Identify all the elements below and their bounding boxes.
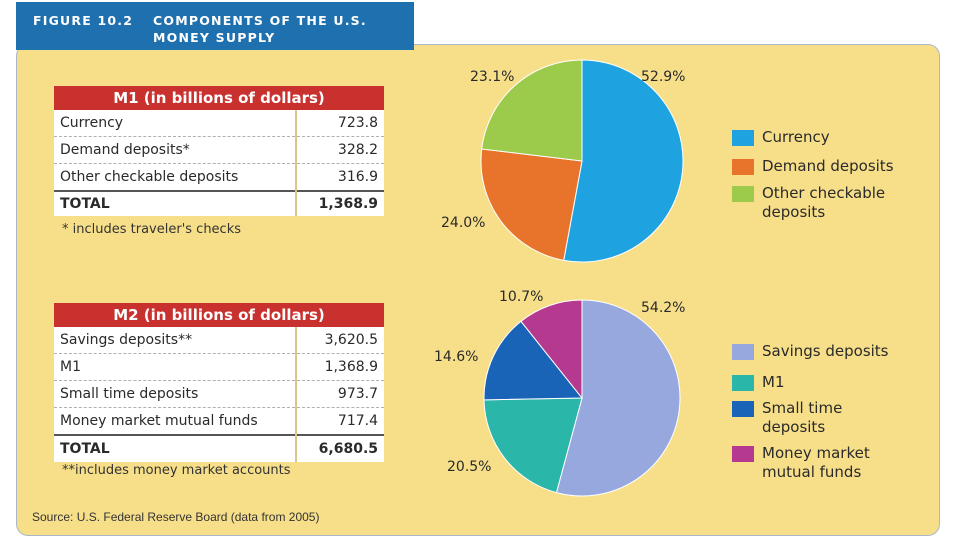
- legend-swatch: [732, 401, 754, 417]
- m2-pie-chart: 54.2% 20.5% 14.6% 10.7%: [434, 289, 685, 497]
- table-row: Money market mutual funds 717.4: [54, 407, 384, 436]
- legend-label: Other checkable deposits: [762, 184, 886, 221]
- row-value: 328.2: [294, 136, 384, 164]
- row-label: Currency: [54, 110, 296, 137]
- row-value: 3,620.5: [294, 327, 384, 354]
- total-value: 6,680.5: [294, 434, 384, 462]
- row-value: 973.7: [294, 380, 384, 408]
- pie-data-label: 54.2%: [641, 300, 685, 316]
- row-value: 723.8: [294, 110, 384, 137]
- legend-label: Currency: [762, 128, 830, 146]
- total-row: TOTAL 1,368.9: [54, 190, 384, 216]
- table-row: Small time deposits 973.7: [54, 380, 384, 408]
- row-label: Demand deposits*: [54, 136, 296, 164]
- legend-label: Money market mutual funds: [762, 444, 870, 481]
- legend-label: Demand deposits: [762, 157, 894, 175]
- pie-data-label: 20.5%: [447, 459, 491, 475]
- source-note: Source: U.S. Federal Reserve Board (data…: [32, 510, 320, 524]
- legend-swatch: [732, 446, 754, 462]
- row-label: Savings deposits**: [54, 327, 296, 354]
- row-label: Small time deposits: [54, 380, 296, 408]
- row-value: 717.4: [294, 407, 384, 436]
- pie-slice-demand-deposits: [480, 148, 583, 261]
- legend-label: M1: [762, 373, 785, 391]
- m1-table-title: M1 (in billions of dollars): [54, 86, 384, 110]
- m2-table-title: M2 (in billions of dollars): [54, 303, 384, 327]
- pie-data-label: 23.1%: [470, 69, 514, 85]
- legend-swatch: [732, 130, 754, 146]
- figure-title-line2: MONEY SUPPLY: [153, 30, 276, 45]
- total-value: 1,368.9: [294, 190, 384, 216]
- figure-number: FIGURE 10.2: [33, 13, 134, 28]
- pie-data-label: 14.6%: [434, 349, 478, 365]
- legend-swatch: [732, 344, 754, 360]
- legend-label: Small time deposits: [762, 399, 843, 436]
- table-row: Savings deposits** 3,620.5: [54, 327, 384, 354]
- table-row: Demand deposits* 328.2: [54, 136, 384, 164]
- row-label: Money market mutual funds: [54, 407, 296, 436]
- total-row: TOTAL 6,680.5: [54, 434, 384, 462]
- figure-title-line1: COMPONENTS OF THE U.S.: [153, 13, 367, 28]
- pie-slice-other-checkable-deposits: [481, 59, 583, 162]
- m1-pie-chart: 52.9% 24.0% 23.1%: [441, 59, 685, 263]
- row-label: M1: [54, 353, 296, 381]
- legend-swatch: [732, 186, 754, 202]
- row-value: 1,368.9: [294, 353, 384, 381]
- pie-data-label: 24.0%: [441, 215, 485, 231]
- total-label: TOTAL: [54, 190, 296, 216]
- table-row: Currency 723.8: [54, 110, 384, 137]
- pie-slice-currency: [563, 59, 684, 263]
- pie-data-label: 10.7%: [499, 289, 543, 305]
- m1-footnote: * includes traveler's checks: [62, 222, 242, 237]
- figure-header: FIGURE 10.2 COMPONENTS OF THE U.S. MONEY…: [16, 2, 414, 50]
- legend-label: Savings deposits: [762, 342, 889, 360]
- m2-table: M2 (in billions of dollars) Savings depo…: [54, 303, 384, 462]
- legend-swatch: [732, 375, 754, 391]
- pie-slice-small-time-deposits: [483, 320, 584, 401]
- total-label: TOTAL: [54, 434, 296, 462]
- legend-swatch: [732, 159, 754, 175]
- m1-table: M1 (in billions of dollars) Currency 723…: [54, 86, 384, 216]
- pie-data-label: 52.9%: [641, 69, 685, 85]
- m2-footnote: **includes money market accounts: [62, 463, 291, 478]
- pie-slice-m1: [483, 397, 583, 494]
- pie-slice-savings-deposits: [555, 299, 681, 497]
- table-row: M1 1,368.9: [54, 353, 384, 381]
- pie-slice-money-market-mutual-funds: [520, 299, 583, 400]
